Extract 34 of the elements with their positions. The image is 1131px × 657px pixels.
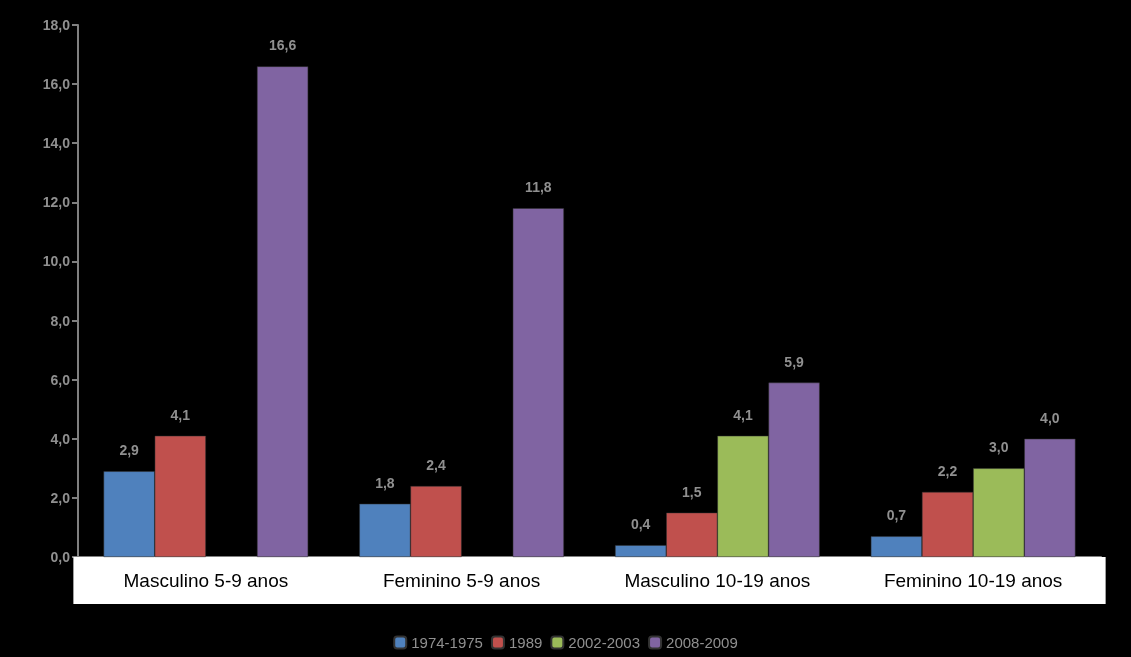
data-label: 1,5: [682, 483, 702, 500]
data-label: 16,6: [268, 37, 297, 54]
data-label: 5,9: [784, 353, 805, 370]
legend-label: 2002-2003: [568, 634, 641, 651]
data-label: 1,8: [375, 474, 395, 491]
y-tick-label: 16,0: [42, 76, 71, 93]
x-tick-label: Masculino 10-19 anos: [624, 570, 811, 591]
data-label: 0,4: [630, 516, 651, 533]
y-tick-label: 10,0: [42, 253, 71, 270]
data-label: 4,1: [170, 406, 191, 423]
y-tick-label: 6,0: [50, 371, 71, 388]
y-tick-label: 18,0: [42, 17, 71, 33]
data-label: 2,2: [937, 462, 958, 479]
data-label: 2,4: [426, 457, 446, 474]
legend-label: 1974-1975: [411, 634, 483, 651]
y-tick-label: 2,0: [50, 489, 71, 506]
bar: [512, 208, 564, 557]
x-tick-label: Feminino 10-19 anos: [883, 570, 1063, 591]
legend-label: 1989: [508, 634, 543, 651]
data-label: 0,7: [886, 507, 907, 524]
y-tick-label: 12,0: [42, 194, 71, 211]
data-label: 3,0: [988, 439, 1009, 456]
data-label: 11,8: [525, 179, 552, 196]
data-label: 4,1: [733, 406, 753, 423]
data-label: 4,0: [1040, 409, 1060, 426]
bar: [257, 66, 309, 557]
x-tick-label: Masculino 5-9 anos: [123, 570, 289, 591]
y-tick-label: 4,0: [50, 430, 71, 447]
data-label: 2,9: [119, 442, 140, 459]
x-tick-label: Feminino 5-9 anos: [382, 570, 541, 591]
y-tick-label: 14,0: [42, 135, 71, 152]
y-tick-label: 0,0: [50, 549, 71, 565]
y-tick-label: 8,0: [50, 312, 71, 329]
legend-label: 2008-2009: [666, 634, 738, 651]
